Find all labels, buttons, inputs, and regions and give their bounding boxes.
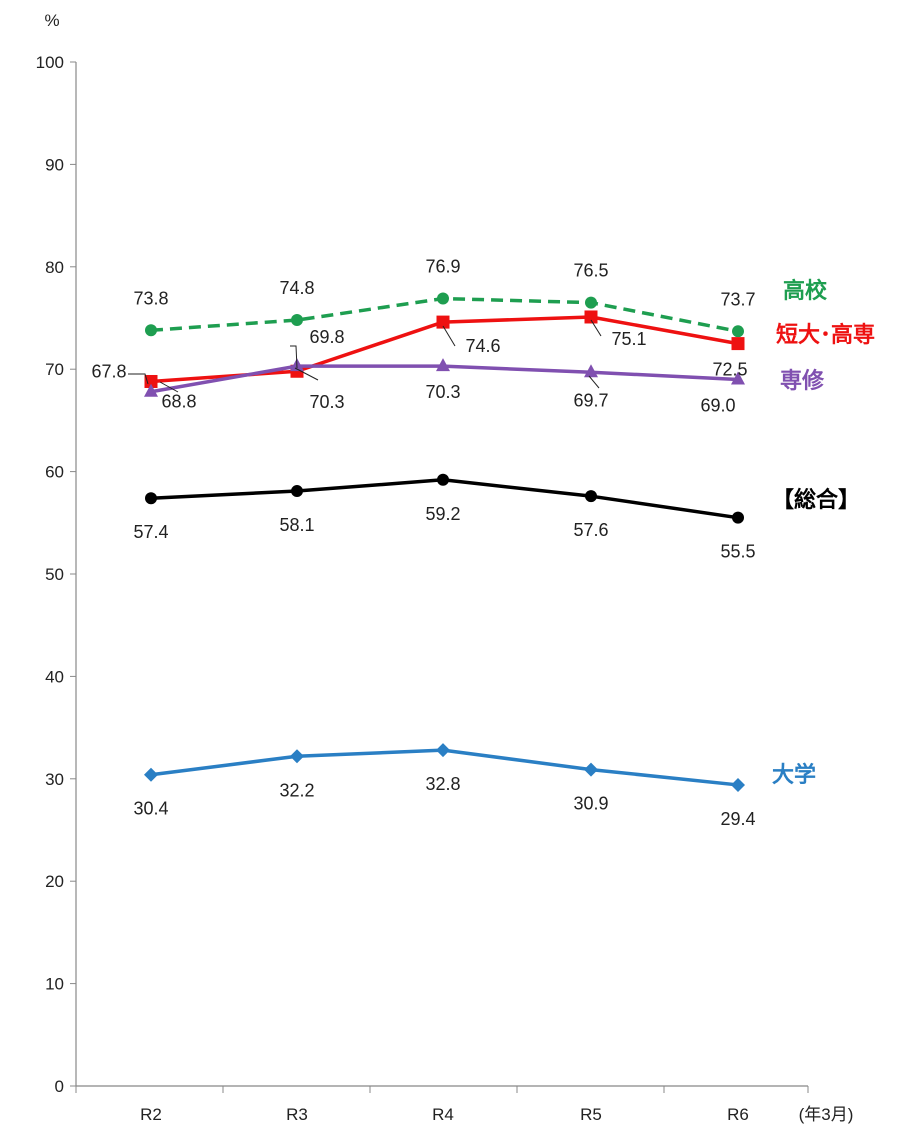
data-label: 75.1 (611, 329, 646, 349)
y-tick-label: 40 (45, 667, 64, 686)
data-label: 70.3 (425, 382, 460, 402)
series-high-school (145, 292, 744, 338)
data-point (290, 749, 304, 764)
data-point (437, 292, 449, 305)
series-university (144, 743, 745, 792)
series-name-label: 短大･高専 (776, 322, 875, 348)
data-label: 29.4 (720, 809, 755, 829)
data-label: 57.4 (133, 522, 168, 542)
series-name-label: 高校 (783, 278, 828, 304)
data-label: 73.8 (133, 288, 168, 308)
data-point (145, 324, 157, 337)
y-tick-label: 100 (36, 53, 64, 72)
data-point (291, 314, 303, 327)
x-tick-label: R4 (432, 1105, 454, 1124)
data-label: 30.9 (573, 794, 608, 814)
data-label: 73.7 (720, 289, 755, 309)
data-point (291, 485, 303, 498)
data-point (144, 374, 158, 388)
data-label: 57.6 (573, 520, 608, 540)
leader-line (588, 375, 600, 389)
series-overall (145, 473, 744, 524)
leader-line (128, 373, 149, 385)
data-label: 70.3 (309, 392, 344, 412)
leader-line (159, 381, 179, 393)
data-point (585, 296, 597, 309)
data-point (144, 383, 158, 397)
y-tick-label: 50 (45, 565, 64, 584)
data-point (144, 767, 158, 782)
x-tick-label: R2 (140, 1105, 162, 1124)
data-label: 32.2 (279, 780, 314, 800)
data-point (732, 511, 744, 524)
data-label: 67.8 (91, 362, 126, 382)
data-point (732, 325, 744, 338)
data-point (437, 473, 449, 486)
data-label: 68.8 (161, 391, 196, 411)
data-point (584, 310, 598, 324)
data-label: 59.2 (425, 504, 460, 524)
data-label: 69.7 (573, 390, 608, 410)
data-point (436, 315, 450, 329)
leader-line (294, 367, 319, 381)
y-tick-label: 90 (45, 155, 64, 174)
data-label: 30.4 (133, 799, 168, 819)
axes: 0 10 20 30 40 50 60 70 80 90 100 R2 R3 R4 R5 R6 (36, 53, 809, 1124)
y-tick-label: 0 (55, 1077, 64, 1096)
data-point (436, 358, 450, 372)
data-point (731, 337, 745, 351)
data-label: 55.5 (720, 542, 755, 562)
data-point (584, 762, 598, 777)
data-label: 74.6 (465, 336, 500, 356)
data-label: 74.8 (279, 278, 314, 298)
series-name-label: 専修 (780, 368, 825, 394)
data-labels: 73.8 74.8 76.9 76.5 73.7 68.8 69.8 74.6 75.1 72.5… (91, 257, 755, 829)
leader-line (290, 345, 298, 369)
x-tick-label: R5 (580, 1105, 602, 1124)
series-vocational (144, 358, 745, 397)
y-tick-label: 20 (45, 872, 64, 891)
series-name-label: 【総合】 (772, 487, 860, 513)
data-label: 69.0 (700, 395, 735, 415)
data-point (585, 490, 597, 503)
y-unit-label: % (44, 11, 59, 30)
x-tick-label: R6 (727, 1105, 749, 1124)
data-label: 76.5 (573, 261, 608, 281)
x-unit-label: (年3月) (799, 1105, 854, 1124)
y-tick-label: 30 (45, 770, 64, 789)
data-label: 58.1 (279, 515, 314, 535)
data-point (731, 777, 745, 792)
data-point (584, 364, 598, 378)
data-label: 32.8 (425, 774, 460, 794)
y-tick-label: 80 (45, 258, 64, 277)
data-point (731, 371, 745, 385)
leader-line (590, 319, 602, 337)
y-tick-label: 60 (45, 463, 64, 482)
data-label: 72.5 (712, 360, 747, 380)
series-name-label: 大学 (772, 762, 816, 788)
y-tick-label: 10 (45, 975, 64, 994)
x-tick-label: R3 (286, 1105, 308, 1124)
leader-line (442, 325, 456, 347)
data-point (436, 743, 450, 758)
data-label: 69.8 (309, 327, 344, 347)
data-label: 76.9 (425, 257, 460, 277)
y-tick-label: 70 (45, 360, 64, 379)
data-point (145, 492, 157, 505)
